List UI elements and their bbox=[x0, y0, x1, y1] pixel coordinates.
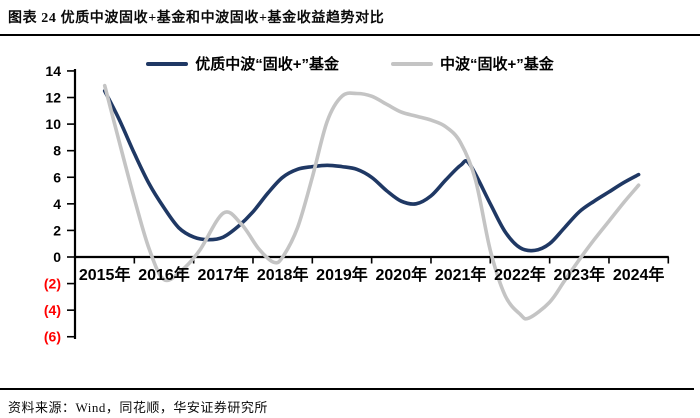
x-tick-label: 2021年 bbox=[435, 265, 487, 284]
y-tick-label: 2 bbox=[53, 222, 61, 238]
series-line-0 bbox=[102, 89, 641, 253]
y-tick-label: 8 bbox=[53, 143, 61, 159]
x-tick-label: 2018年 bbox=[257, 265, 309, 284]
x-tick-label: 2017年 bbox=[198, 265, 250, 284]
y-tick-label: 14 bbox=[45, 63, 61, 79]
y-tick-label: 0 bbox=[53, 249, 61, 265]
x-tick-label: 2024年 bbox=[613, 265, 665, 284]
y-tick-label: 10 bbox=[45, 116, 61, 132]
x-tick-label: 2023年 bbox=[554, 265, 606, 284]
legend-label-medium-fund: 中波“固收+”基金 bbox=[440, 56, 554, 73]
series-line-1 bbox=[102, 83, 641, 321]
legend-line-gray bbox=[391, 61, 433, 66]
y-tick-label: 4 bbox=[53, 196, 61, 212]
footer-divider bbox=[0, 388, 694, 390]
x-tick-label: 2022年 bbox=[494, 265, 546, 284]
legend-item-medium-fund: 中波“固收+”基金 bbox=[391, 53, 554, 74]
legend-label-premium-fund: 优质中波“固收+”基金 bbox=[195, 56, 339, 73]
y-tick-label: (2) bbox=[44, 276, 61, 292]
x-tick-label: 2020年 bbox=[376, 265, 428, 284]
x-tick-label: 2019年 bbox=[316, 265, 368, 284]
y-tick-label: (4) bbox=[44, 302, 61, 318]
x-tick-label: 2016年 bbox=[138, 265, 190, 284]
y-tick-label: (6) bbox=[44, 329, 61, 345]
x-tick-label: 2015年 bbox=[79, 265, 131, 284]
y-tick-label: 6 bbox=[53, 169, 61, 185]
figure-title: 图表 24 优质中波固收+基金和中波固收+基金收益趋势对比 bbox=[8, 11, 385, 26]
y-tick-label: 12 bbox=[45, 90, 61, 106]
chart-legend: 优质中波“固收+”基金 中波“固收+”基金 bbox=[0, 53, 700, 74]
legend-item-premium-fund: 优质中波“固收+”基金 bbox=[146, 53, 339, 74]
legend-line-navy bbox=[146, 61, 189, 66]
source-note: 资料来源：Wind，同花顺，华安证券研究所 bbox=[8, 400, 268, 415]
title-divider bbox=[0, 34, 700, 36]
